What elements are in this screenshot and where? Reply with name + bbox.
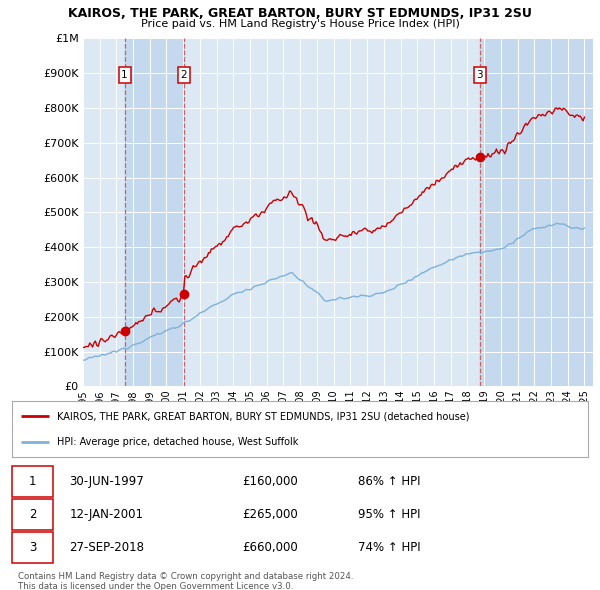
FancyBboxPatch shape: [12, 532, 53, 563]
Bar: [480, 38, 593, 386]
Bar: [125, 38, 184, 386]
Text: 30-JUN-1997: 30-JUN-1997: [70, 475, 145, 489]
Text: KAIROS, THE PARK, GREAT BARTON, BURY ST EDMUNDS, IP31 2SU: KAIROS, THE PARK, GREAT BARTON, BURY ST …: [68, 7, 532, 20]
Text: 1: 1: [121, 70, 128, 80]
Text: 3: 3: [476, 70, 483, 80]
Text: 2: 2: [29, 508, 37, 522]
Text: 12-JAN-2001: 12-JAN-2001: [70, 508, 143, 522]
Text: 86% ↑ HPI: 86% ↑ HPI: [358, 475, 420, 489]
Text: £160,000: £160,000: [242, 475, 298, 489]
Text: HPI: Average price, detached house, West Suffolk: HPI: Average price, detached house, West…: [57, 437, 298, 447]
Text: 3: 3: [29, 541, 37, 555]
FancyBboxPatch shape: [12, 499, 53, 530]
Text: KAIROS, THE PARK, GREAT BARTON, BURY ST EDMUNDS, IP31 2SU (detached house): KAIROS, THE PARK, GREAT BARTON, BURY ST …: [57, 411, 469, 421]
Text: This data is licensed under the Open Government Licence v3.0.: This data is licensed under the Open Gov…: [18, 582, 293, 590]
Text: 27-SEP-2018: 27-SEP-2018: [70, 541, 145, 555]
Text: £265,000: £265,000: [242, 508, 298, 522]
Text: 1: 1: [29, 475, 37, 489]
Text: Contains HM Land Registry data © Crown copyright and database right 2024.: Contains HM Land Registry data © Crown c…: [18, 572, 353, 581]
Text: 2: 2: [181, 70, 187, 80]
Text: 95% ↑ HPI: 95% ↑ HPI: [358, 508, 420, 522]
Text: £660,000: £660,000: [242, 541, 298, 555]
FancyBboxPatch shape: [12, 466, 53, 497]
Text: 74% ↑ HPI: 74% ↑ HPI: [358, 541, 420, 555]
Text: Price paid vs. HM Land Registry's House Price Index (HPI): Price paid vs. HM Land Registry's House …: [140, 19, 460, 30]
